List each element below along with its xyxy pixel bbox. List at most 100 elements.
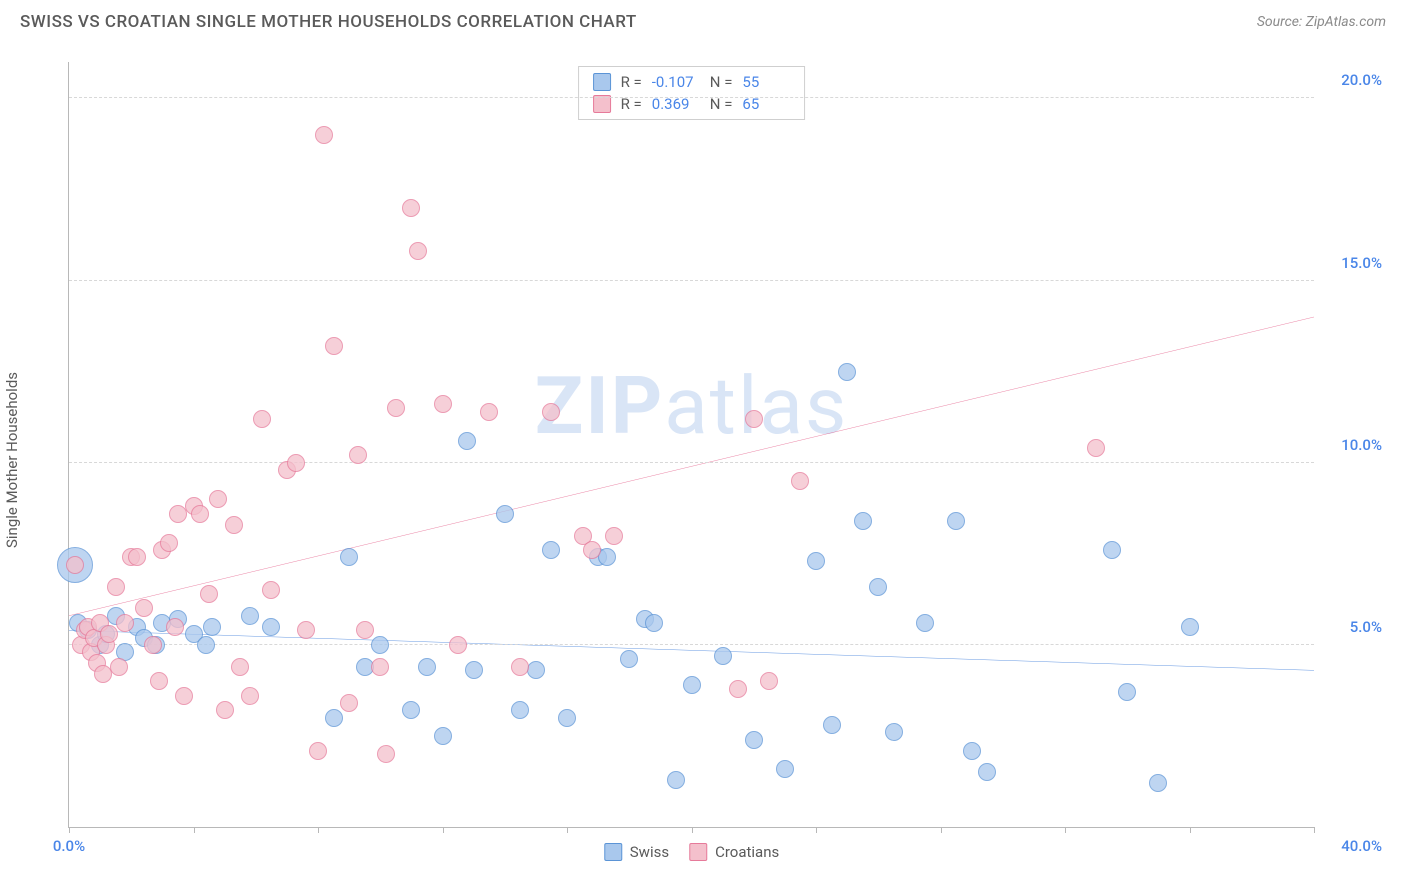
- data-point: [885, 723, 903, 741]
- data-point: [1087, 439, 1105, 457]
- data-point: [116, 614, 134, 632]
- data-point: [225, 516, 243, 534]
- data-point: [729, 680, 747, 698]
- plot-area: ZIPatlas R =-0.107N =55R =0.369N =65 Swi…: [68, 62, 1314, 828]
- x-tick: [443, 827, 444, 833]
- data-point: [480, 403, 498, 421]
- data-point: [807, 552, 825, 570]
- x-tick: [567, 827, 568, 833]
- data-point: [1118, 683, 1136, 701]
- x-tick: [69, 827, 70, 833]
- data-point: [253, 410, 271, 428]
- data-point: [511, 658, 529, 676]
- y-tick-label: 15.0%: [1341, 254, 1382, 272]
- data-point: [1181, 618, 1199, 636]
- data-point: [340, 548, 358, 566]
- data-point: [371, 658, 389, 676]
- data-point: [356, 621, 374, 639]
- data-point: [823, 716, 841, 734]
- gridline: [69, 280, 1314, 281]
- data-point: [191, 505, 209, 523]
- y-axis-label: Single Mother Households: [3, 372, 21, 548]
- chart-title: SWISS VS CROATIAN SINGLE MOTHER HOUSEHOL…: [20, 12, 637, 32]
- data-point: [869, 578, 887, 596]
- x-tick-label: 0.0%: [53, 837, 85, 855]
- data-point: [135, 599, 153, 617]
- data-point: [458, 432, 476, 450]
- data-point: [402, 701, 420, 719]
- data-point: [667, 771, 685, 789]
- data-point: [325, 709, 343, 727]
- data-point: [409, 242, 427, 260]
- x-tick: [194, 827, 195, 833]
- correlation-row: R =-0.107N =55: [579, 71, 805, 93]
- data-point: [1103, 541, 1121, 559]
- data-point: [349, 446, 367, 464]
- data-point: [838, 363, 856, 381]
- gridline: [69, 644, 1314, 645]
- data-point: [791, 472, 809, 490]
- data-point: [262, 618, 280, 636]
- data-point: [100, 625, 118, 643]
- data-point: [542, 541, 560, 559]
- data-point: [511, 701, 529, 719]
- legend-item: Swiss: [604, 843, 669, 861]
- data-point: [203, 618, 221, 636]
- data-point: [107, 578, 125, 596]
- source-label: Source: ZipAtlas.com: [1257, 14, 1386, 30]
- data-point: [166, 618, 184, 636]
- data-point: [714, 647, 732, 665]
- y-tick-label: 5.0%: [1350, 618, 1382, 636]
- data-point: [620, 650, 638, 668]
- data-point: [760, 672, 778, 690]
- legend-label: Croatians: [715, 843, 779, 861]
- data-point: [598, 548, 616, 566]
- gridline: [69, 97, 1314, 98]
- watermark: ZIPatlas: [535, 359, 848, 453]
- data-point: [854, 512, 872, 530]
- data-point: [309, 742, 327, 760]
- data-point: [315, 126, 333, 144]
- x-tick-label: 40.0%: [1341, 837, 1382, 855]
- data-point: [297, 621, 315, 639]
- data-point: [449, 636, 467, 654]
- chart-container: Single Mother Households ZIPatlas R =-0.…: [20, 48, 1386, 872]
- legend-swatch: [604, 843, 622, 861]
- trend-line: [69, 630, 1314, 670]
- x-tick: [318, 827, 319, 833]
- y-tick-label: 10.0%: [1341, 436, 1382, 454]
- data-point: [916, 614, 934, 632]
- data-point: [144, 636, 162, 654]
- data-point: [558, 709, 576, 727]
- data-point: [683, 676, 701, 694]
- n-label: N =: [710, 73, 733, 91]
- x-tick: [692, 827, 693, 833]
- data-point: [200, 585, 218, 603]
- x-tick: [816, 827, 817, 833]
- data-point: [527, 661, 545, 679]
- data-point: [583, 541, 601, 559]
- data-point: [197, 636, 215, 654]
- data-point: [387, 399, 405, 417]
- data-point: [340, 694, 358, 712]
- x-tick: [1314, 827, 1315, 833]
- series-legend: Swiss Croatians: [604, 843, 779, 861]
- data-point: [216, 701, 234, 719]
- data-point: [496, 505, 514, 523]
- data-point: [645, 614, 663, 632]
- data-point: [434, 395, 452, 413]
- data-point: [241, 607, 259, 625]
- data-point: [978, 763, 996, 781]
- r-value: -0.107: [652, 73, 700, 91]
- data-point: [605, 527, 623, 545]
- legend-item: Croatians: [689, 843, 779, 861]
- trend-line: [69, 317, 1314, 616]
- trend-lines: [69, 62, 1314, 827]
- data-point: [241, 687, 259, 705]
- data-point: [150, 672, 168, 690]
- correlation-legend: R =-0.107N =55R =0.369N =65: [578, 66, 806, 120]
- data-point: [745, 410, 763, 428]
- data-point: [947, 512, 965, 530]
- data-point: [377, 745, 395, 763]
- data-point: [776, 760, 794, 778]
